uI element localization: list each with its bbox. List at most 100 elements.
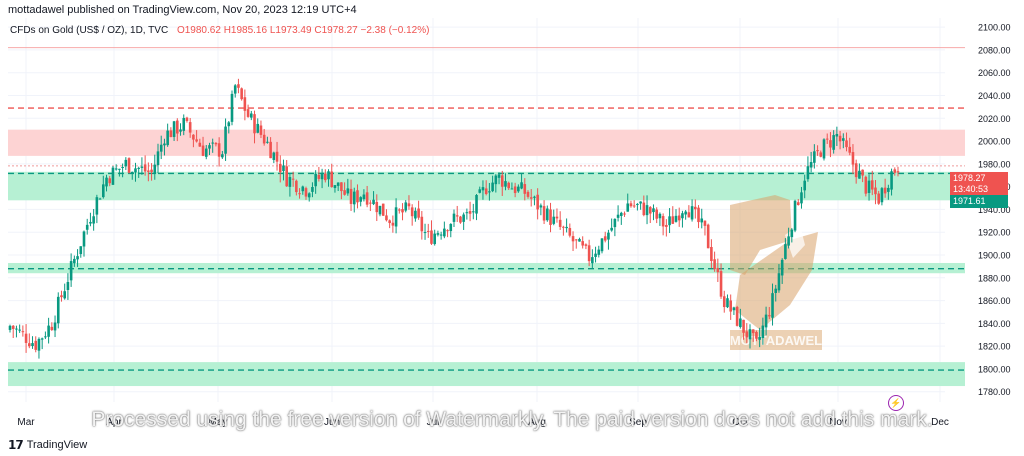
candle-body — [842, 138, 845, 141]
candle-body — [668, 216, 671, 226]
last-price-tag: 1978.27 13:40:53 — [950, 172, 1008, 196]
candle-body — [677, 215, 681, 221]
lightning-icon[interactable]: ⚡ — [888, 395, 904, 411]
candle-body — [751, 329, 755, 334]
candle-body — [69, 261, 73, 281]
candle-body — [291, 178, 295, 180]
candle-body — [56, 296, 60, 324]
x-tick-label: Nov — [829, 417, 847, 428]
candle-body — [565, 226, 568, 229]
candle-body — [156, 151, 160, 166]
candle-body — [735, 306, 739, 326]
candle-body — [796, 202, 800, 205]
candle-body — [76, 256, 79, 260]
y-tick-label: 2020.00 — [978, 114, 1011, 124]
candle-body — [774, 288, 778, 293]
candle-body — [63, 291, 66, 299]
time-axis[interactable]: Mar Apr May Jun Jul Aug Sep Oct Nov Dec — [17, 417, 949, 428]
candle-body — [455, 215, 459, 217]
x-tick-label: May — [209, 417, 228, 428]
candle-body — [867, 180, 871, 193]
close-value: C1978.27 — [314, 25, 358, 36]
candle-body — [484, 188, 488, 194]
y-tick-label: 1920.00 — [978, 228, 1011, 238]
resistance-zone — [8, 129, 965, 156]
candle-body — [21, 331, 25, 333]
candle-body — [626, 203, 630, 212]
candle-body — [349, 188, 353, 204]
publish-info: mottadawel published on TradingView.com,… — [8, 4, 357, 16]
candle-body — [642, 202, 646, 216]
candle-body — [182, 117, 186, 131]
candle-body — [53, 322, 57, 331]
candle-body — [806, 166, 810, 180]
candle-body — [198, 142, 202, 147]
candle-body — [507, 182, 510, 189]
candle-body — [465, 212, 469, 214]
candle-body — [102, 184, 105, 198]
candle-body — [343, 190, 346, 195]
symbol-legend: CFDs on Gold (US$ / OZ), 1D, TVC O1980.6… — [10, 25, 429, 36]
candle-body — [221, 154, 224, 158]
candle-body — [204, 148, 208, 157]
candle-body — [716, 268, 720, 273]
candle-body — [227, 122, 231, 127]
watermark-notice: Processed using the free version of Wate… — [91, 408, 933, 431]
candle-body — [211, 142, 214, 144]
candle-body — [356, 190, 359, 203]
candle-body — [92, 216, 95, 224]
last-price: 1978.27 — [953, 173, 986, 183]
candle-body — [645, 205, 649, 216]
candle-body — [542, 206, 546, 221]
candle-body — [89, 221, 92, 224]
candle-body — [562, 226, 565, 228]
candle-body — [246, 109, 250, 117]
candle-body — [758, 336, 761, 340]
candle-body — [594, 253, 597, 257]
candle-body — [31, 343, 34, 347]
candle-body — [523, 184, 527, 194]
candle-body — [780, 259, 784, 276]
candle-body — [272, 152, 276, 160]
footer-brand[interactable]: 𝟭𝟳 TradingView — [8, 438, 87, 452]
candle-body — [262, 134, 266, 144]
candle-body — [150, 169, 153, 173]
candle-body — [652, 208, 655, 213]
candle-body — [401, 209, 404, 213]
ohlc-values: O1980.62 H1985.16 L1973.49 C1978.27 −2.3… — [177, 25, 429, 36]
candle-body — [687, 212, 691, 218]
candle-body — [250, 113, 253, 118]
symbol-name[interactable]: CFDs on Gold (US$ / OZ), 1D, TVC — [10, 25, 169, 36]
candle-body — [404, 202, 408, 211]
candle-body — [50, 326, 54, 331]
candle-body — [475, 194, 478, 214]
candle-body — [462, 214, 465, 222]
candle-body — [632, 205, 636, 207]
candle-body — [18, 329, 21, 331]
candle-body — [82, 231, 86, 247]
level-price-tag: 1971.61 — [950, 195, 1008, 208]
candle-body — [301, 186, 305, 192]
candle-body — [800, 192, 803, 204]
candle-body — [443, 228, 446, 237]
candle-body — [333, 185, 337, 189]
candle-body — [600, 238, 604, 252]
support-zone — [8, 262, 965, 274]
candle-body — [385, 215, 388, 221]
candle-body — [851, 152, 855, 165]
candle-body — [526, 191, 530, 197]
candle-body — [517, 186, 520, 192]
candle-body — [324, 173, 327, 181]
price-axis[interactable]: 1780.00 1800.00 1820.00 1840.00 1860.00 1880.… — [978, 23, 1011, 398]
candle-body — [694, 206, 697, 210]
candle-body — [497, 174, 501, 178]
candle-body — [655, 209, 658, 219]
candle-body — [259, 125, 263, 135]
candle-body — [134, 168, 137, 173]
open-value: O1980.62 — [176, 25, 221, 36]
candle-body — [813, 151, 816, 163]
candle-body — [887, 187, 890, 192]
y-tick-label: 1860.00 — [978, 296, 1011, 306]
candle-body — [777, 273, 781, 291]
